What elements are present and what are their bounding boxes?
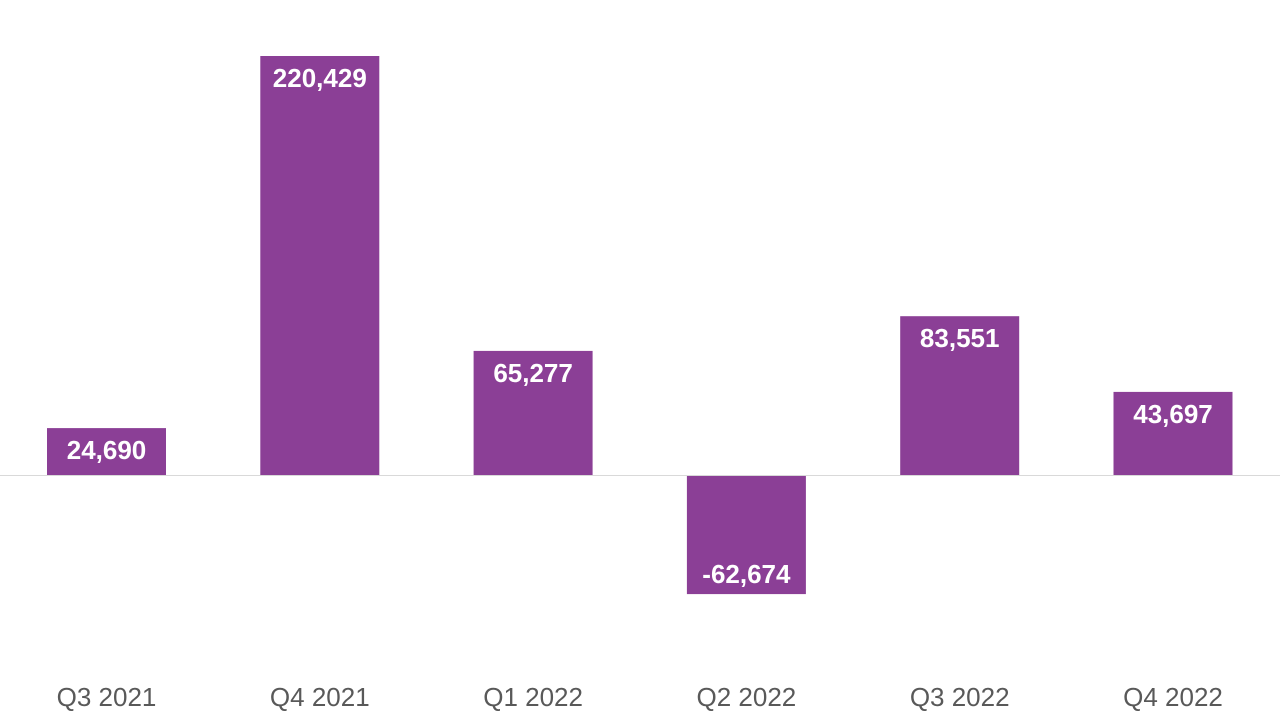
category-tick-label: Q2 2022 xyxy=(697,682,797,712)
category-tick-label: Q4 2022 xyxy=(1123,682,1223,712)
value-label: 24,690 xyxy=(67,435,147,465)
value-label: 65,277 xyxy=(493,358,573,388)
value-label: 220,429 xyxy=(273,63,367,93)
category-tick-label: Q3 2021 xyxy=(57,682,157,712)
bars-layer xyxy=(47,56,1233,595)
bar-q4-2022 xyxy=(1113,391,1233,475)
category-tick-label: Q3 2022 xyxy=(910,682,1010,712)
value-label: -62,674 xyxy=(702,559,791,589)
category-labels-layer: Q3 2021 Q4 2021 Q1 2022 Q2 2022 Q3 2022 Q4 20… xyxy=(57,682,1223,712)
bar-q2-2022 xyxy=(686,475,806,595)
bar-q3-2021 xyxy=(47,428,166,475)
bar-q3-2022 xyxy=(900,316,1020,475)
category-tick-label: Q1 2022 xyxy=(483,682,583,712)
bar-q4-2021 xyxy=(260,56,380,475)
category-tick-label: Q4 2021 xyxy=(270,682,370,712)
bar-q1-2022 xyxy=(473,350,593,475)
value-labels-layer: 24,690 220,429 65,277 -62,674 83,551 43,697 xyxy=(67,63,1213,589)
value-label: 43,697 xyxy=(1133,399,1213,429)
value-label: 83,551 xyxy=(920,323,1000,353)
